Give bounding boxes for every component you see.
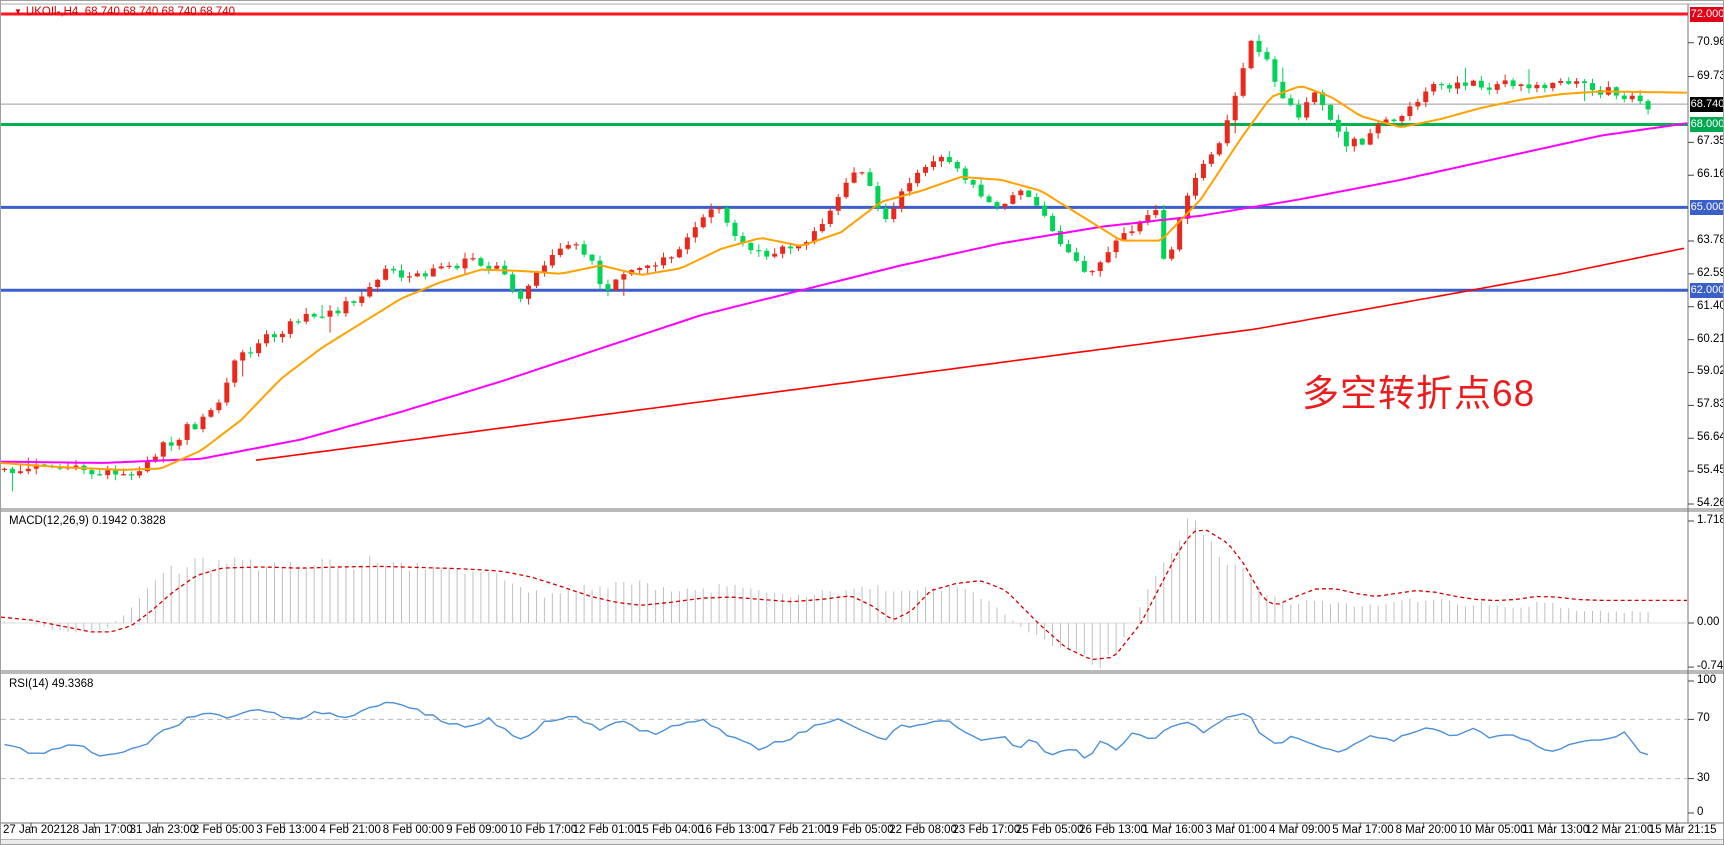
symbol-ohlc-values: 68.740 68.740 68.740 68.740 (84, 6, 235, 18)
price-axis-label: 63.785 (1697, 233, 1723, 246)
date-label: 26 Feb 13:00 (1079, 824, 1147, 836)
price-axis-flag: 68.000 (1690, 117, 1724, 133)
date-label: 11 Mar 13:00 (1522, 824, 1590, 836)
date-label: 8 Mar 20:00 (1395, 824, 1457, 836)
date-label: 19 Feb 05:00 (825, 824, 894, 836)
date-label: 31 Jan 23:00 (129, 824, 197, 836)
date-label: 9 Feb 09:00 (446, 824, 508, 836)
price-axis-label: 54.265 (1697, 497, 1723, 510)
date-label: 3 Mar 01:00 (1205, 824, 1268, 836)
price-axis-label: 59.025 (1697, 365, 1723, 378)
price-axis-label: 67.355 (1697, 135, 1723, 148)
price-axis-flag: 65.000 (1690, 199, 1724, 215)
date-label: 4 Feb 21:00 (319, 824, 381, 836)
macd-axis-label: 0.00 (1697, 616, 1720, 628)
date-label: 12 Mar 21:00 (1585, 824, 1654, 836)
price-axis-label: 70.960 (1697, 35, 1723, 48)
price-axis-label: 60.215 (1697, 332, 1723, 345)
price-axis-label: 69.735 (1697, 69, 1723, 82)
macd-indicator-label: MACD(12,26,9) 0.1942 0.3828 (9, 515, 166, 527)
rsi-axis-label: 100 (1697, 674, 1717, 686)
price-axis-label: 57.835 (1697, 398, 1723, 411)
rsi-axis-label: 70 (1697, 712, 1710, 725)
date-label: 23 Feb 17:00 (952, 824, 1021, 836)
date-label: 25 Feb 05:00 (1015, 824, 1084, 836)
price-axis-label: 62.595 (1697, 266, 1723, 279)
date-label: 10 Feb 17:00 (509, 824, 578, 836)
date-label: 22 Feb 08:00 (889, 824, 957, 836)
date-label: 4 Mar 09:00 (1269, 824, 1331, 836)
price-axis-label: 61.405 (1697, 299, 1723, 312)
date-label: 28 Jan 17:00 (66, 824, 133, 836)
date-label: 8 Feb 00:00 (382, 824, 445, 836)
macd-axis-label: -0.7475 (1697, 660, 1724, 673)
date-label: 15 Mar 21:15 (1648, 824, 1717, 836)
window-bottom-strip (1, 839, 1723, 844)
price-axis-flag: 72.000 (1690, 6, 1724, 22)
price-axis-label: 56.645 (1697, 431, 1723, 444)
date-label: 27 Jan 2021 (3, 824, 67, 836)
date-label: 10 Mar 05:00 (1458, 824, 1527, 836)
rsi-indicator-label: RSI(14) 49.3368 (9, 678, 94, 690)
price-axis-label: 55.455 (1697, 464, 1723, 477)
date-label: 5 Mar 17:00 (1332, 824, 1394, 836)
symbol-marker-icon: ▼ (14, 7, 22, 16)
date-label: 17 Feb 21:00 (762, 824, 831, 836)
date-label: 15 Feb 04:00 (636, 824, 704, 836)
symbol-header: ▼ UKOIl-,H4 68.740 68.740 68.740 68.740 (14, 6, 235, 18)
rsi-axis-label: 0 (1697, 806, 1704, 818)
date-label: 3 Feb 13:00 (256, 824, 318, 836)
chart-annotation: 多空转折点68 (1302, 373, 1536, 414)
date-label: 12 Feb 01:00 (572, 824, 641, 836)
date-label: 2 Feb 05:00 (192, 824, 255, 836)
symbol-name: UKOIl-,H4 (25, 6, 79, 18)
macd-axis-label: 1.718 (1697, 514, 1724, 526)
rsi-axis-label: 30 (1697, 771, 1710, 784)
price-axis-flag: 62.000 (1690, 282, 1724, 298)
date-label: 16 Feb 13:00 (699, 824, 768, 836)
price-axis-label: 66.165 (1697, 168, 1723, 181)
date-label: 1 Mar 16:00 (1142, 824, 1204, 836)
price-axis-flag: 68.740 (1690, 96, 1724, 112)
